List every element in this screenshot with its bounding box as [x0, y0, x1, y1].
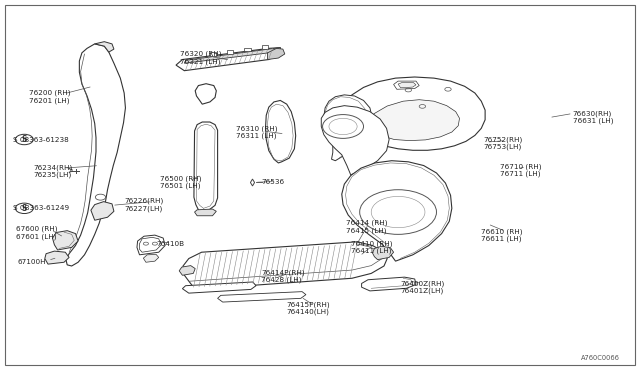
Polygon shape — [244, 48, 251, 51]
Polygon shape — [268, 48, 285, 60]
Text: A760C0066: A760C0066 — [580, 355, 620, 361]
Polygon shape — [262, 45, 268, 49]
Text: 76752(RH)
76753(LH): 76752(RH) 76753(LH) — [483, 136, 522, 150]
Text: 76536: 76536 — [261, 179, 284, 185]
Polygon shape — [184, 48, 280, 63]
Polygon shape — [372, 246, 394, 260]
Text: 76630(RH)
76631 (LH): 76630(RH) 76631 (LH) — [573, 110, 613, 124]
Polygon shape — [209, 52, 216, 56]
Polygon shape — [394, 81, 419, 89]
Polygon shape — [179, 266, 195, 275]
Text: 76226(RH)
76227(LH): 76226(RH) 76227(LH) — [125, 198, 164, 212]
Polygon shape — [324, 95, 372, 161]
Polygon shape — [342, 161, 452, 261]
Text: 76610 (RH)
76611 (LH): 76610 (RH) 76611 (LH) — [481, 228, 523, 242]
Text: S 0B363-61249: S 0B363-61249 — [13, 205, 69, 211]
Polygon shape — [364, 100, 460, 141]
Polygon shape — [326, 77, 485, 150]
Polygon shape — [398, 83, 416, 88]
Polygon shape — [137, 235, 165, 255]
Text: 76710 (RH)
76711 (LH): 76710 (RH) 76711 (LH) — [500, 163, 542, 177]
Text: 76320 (RH)
76321 (LH): 76320 (RH) 76321 (LH) — [180, 51, 222, 65]
Polygon shape — [227, 50, 234, 54]
Polygon shape — [321, 106, 389, 175]
Text: 67100H: 67100H — [18, 259, 47, 265]
Polygon shape — [182, 282, 256, 293]
Polygon shape — [176, 48, 280, 71]
Polygon shape — [194, 122, 218, 212]
Text: 76410 (RH)
76411 (LH): 76410 (RH) 76411 (LH) — [351, 240, 392, 254]
Text: 76234(RH)
76235(LH): 76234(RH) 76235(LH) — [33, 164, 72, 178]
Text: S: S — [22, 204, 27, 213]
Polygon shape — [45, 251, 69, 264]
Text: 76410B: 76410B — [157, 241, 185, 247]
Polygon shape — [140, 237, 161, 252]
Polygon shape — [195, 84, 216, 104]
Text: 76415P(RH)
764140(LH): 76415P(RH) 764140(LH) — [287, 301, 330, 315]
Polygon shape — [183, 242, 387, 289]
Text: 76414 (RH)
76415 (LH): 76414 (RH) 76415 (LH) — [346, 220, 387, 234]
Polygon shape — [143, 254, 159, 262]
Text: 76400Z(RH)
76401Z(LH): 76400Z(RH) 76401Z(LH) — [401, 280, 445, 294]
Polygon shape — [91, 202, 114, 220]
Polygon shape — [195, 209, 216, 216]
Polygon shape — [52, 231, 78, 250]
Text: 76200 (RH)
76201 (LH): 76200 (RH) 76201 (LH) — [29, 90, 70, 104]
Text: S 08363-61238: S 08363-61238 — [13, 137, 68, 142]
Polygon shape — [95, 42, 114, 52]
Text: 76414P(RH)
76428 (LH): 76414P(RH) 76428 (LH) — [261, 269, 305, 283]
Text: 67600 (RH)
67601 (LH): 67600 (RH) 67601 (LH) — [16, 225, 58, 240]
Polygon shape — [218, 292, 306, 302]
Polygon shape — [362, 277, 416, 291]
Text: 76500 (RH)
76501 (LH): 76500 (RH) 76501 (LH) — [160, 175, 202, 189]
Polygon shape — [66, 44, 125, 266]
Polygon shape — [266, 100, 296, 163]
Text: S: S — [22, 135, 27, 144]
Text: 76310 (RH)
76311 (LH): 76310 (RH) 76311 (LH) — [236, 125, 277, 139]
